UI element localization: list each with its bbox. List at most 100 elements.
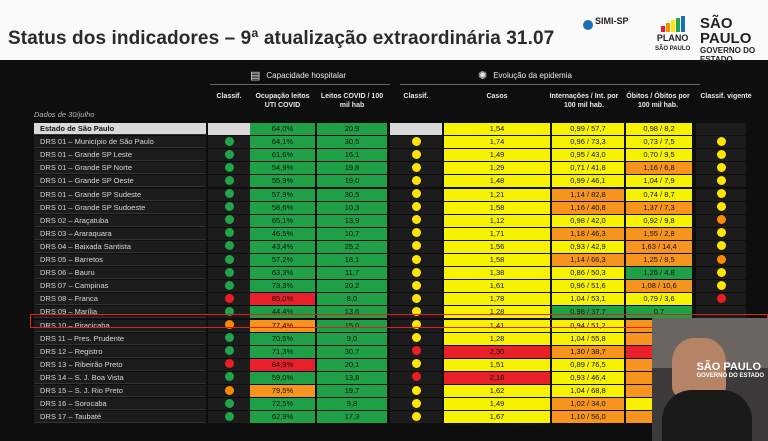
uti-occupancy-cell: 64,1%	[250, 136, 315, 149]
status-dot	[224, 175, 234, 185]
cases-cell: 2,18	[444, 371, 550, 384]
row-name: DRS 01 – Grande SP Oeste	[34, 175, 206, 188]
covid-beds-cell: 16,1	[317, 149, 387, 162]
status-dot	[411, 149, 421, 159]
header-uti: Ocupação leitos UTI COVID	[255, 93, 310, 109]
hospitalizations-cell: 0,93 / 42,9	[552, 240, 624, 253]
table-row: DRS 17 – Taubaté 62,9% 17,3 1,67 1,10 / 56,0…	[34, 411, 746, 424]
status-dot	[716, 175, 726, 185]
cases-cell: 1,78	[444, 293, 550, 306]
title-bar: Status dos indicadores – 9ª atualização …	[0, 0, 768, 64]
table-row: DRS 01 – Grande SP Oeste 55,9% 19,0 1,48 0,9…	[34, 175, 746, 188]
cases-cell: 1,58	[444, 254, 550, 266]
classif-hospital-cell	[208, 280, 250, 293]
classif-vigente-cell	[696, 175, 746, 188]
classif-hospital-cell	[208, 306, 250, 319]
deaths-cell: 1,16 / 6,8	[626, 162, 692, 175]
cases-cell: 1,54	[444, 123, 550, 135]
uti-occupancy-cell: 59,0%	[250, 371, 315, 384]
hospitalizations-cell: 0,94 / 51,2	[552, 319, 624, 332]
status-dot	[224, 202, 234, 212]
covid-beds-cell: 9,8	[317, 398, 387, 411]
table-row: DRS 03 – Araraquara 46,5% 10,7 1,71 1,18 / 4…	[34, 227, 746, 240]
row-name: DRS 02 – Araçatuba	[34, 214, 206, 227]
status-dot	[411, 398, 421, 408]
covid-beds-cell: 30,5	[317, 136, 387, 149]
status-dot	[224, 293, 234, 303]
uti-occupancy-cell: 54,9%	[250, 162, 315, 175]
uti-occupancy-cell: 63,3%	[250, 267, 315, 280]
status-dot	[411, 280, 421, 290]
classif-vigente-cell	[696, 162, 746, 175]
deaths-cell: 0,7	[626, 306, 692, 319]
status-dot	[411, 162, 421, 172]
hospitalizations-cell: 1,14 / 82,8	[552, 188, 624, 201]
covid-beds-cell: 19,7	[317, 385, 387, 397]
covid-beds-cell: 13,9	[317, 214, 387, 227]
status-dot	[224, 136, 234, 146]
table-row: DRS 05 – Barretos 57,2% 18,1 1,58 1,14 / 66,…	[34, 254, 746, 266]
covid-beds-cell: 30,5	[317, 188, 387, 201]
covid-beds-cell: 15,0	[317, 319, 387, 332]
hospitalizations-cell: 0,95 / 43,0	[552, 149, 624, 162]
status-dot	[411, 136, 421, 146]
sign-language-interpreter-video: SÃO PAULO GOVERNO DO ESTADO	[652, 318, 768, 441]
classif-epidemic-cell	[390, 254, 442, 266]
uti-occupancy-cell: 70,5%	[250, 332, 315, 345]
uti-occupancy-cell: 73,3%	[250, 280, 315, 293]
status-dot	[411, 320, 421, 330]
page-title: Status dos indicadores – 9ª atualização …	[8, 28, 555, 49]
status-dot	[224, 346, 234, 356]
classif-hospital-cell	[208, 240, 250, 253]
status-dot	[224, 228, 234, 238]
classif-hospital-cell	[208, 188, 250, 201]
classif-vigente-cell	[696, 214, 746, 227]
classif-hospital-cell	[208, 371, 250, 384]
cases-cell: 1,12	[444, 214, 550, 227]
uti-occupancy-cell: 55,9%	[250, 175, 315, 188]
header-leitos: Leitos COVID / 100 mil hab	[320, 93, 384, 109]
table-row: DRS 14 – S. J. Boa Vista 59,0% 13,8 2,18 0,9…	[34, 371, 746, 384]
row-name: DRS 16 – Sorocaba	[34, 398, 206, 411]
deaths-cell: 1,26 / 4,8	[626, 267, 692, 280]
state-total-row: Estado de São Paulo 64,0% 20,9 1,54 0,99 / 5…	[34, 123, 746, 135]
status-dot	[224, 385, 234, 395]
hospitalizations-cell: 0,71 / 41,8	[552, 162, 624, 175]
status-dot	[411, 241, 421, 251]
status-dot	[716, 280, 726, 290]
cases-cell: 1,48	[444, 175, 550, 188]
classif-epidemic-cell	[390, 280, 442, 293]
row-name: DRS 10 – Piracicaba	[34, 319, 206, 332]
covid-beds-cell: 19,0	[317, 175, 387, 188]
cases-cell: 1,71	[444, 227, 550, 240]
classif-hospital-cell	[208, 411, 250, 424]
status-dot	[224, 333, 234, 343]
status-dot	[716, 228, 726, 238]
table-row: DRS 12 – Registro 71,3% 30,7 2,30 1,30 / 38,…	[34, 345, 746, 358]
cases-cell: 1,28	[444, 332, 550, 345]
hospitalizations-cell: 0,96 / 73,3	[552, 136, 624, 149]
status-dot	[716, 293, 726, 303]
classif-hospital-cell	[208, 293, 250, 306]
deaths-cell: 0,92 / 9,8	[626, 214, 692, 227]
section-divider	[210, 84, 390, 85]
row-name: DRS 12 – Registro	[34, 345, 206, 358]
row-name: DRS 08 – Franca	[34, 293, 206, 306]
deaths-cell: 1,08 / 10,6	[626, 280, 692, 293]
classif-hospital-cell	[208, 267, 250, 280]
header-internacoes: Internações / Int. por 100 mil hab.	[549, 93, 619, 109]
data-date-label: Dados de 30/julho	[34, 110, 95, 119]
classif-hospital-cell	[208, 319, 250, 332]
cases-cell: 1,61	[444, 280, 550, 293]
uti-occupancy-cell: 61,6%	[250, 149, 315, 162]
cases-cell: 1,62	[444, 385, 550, 397]
covid-beds-cell: 11,7	[317, 267, 387, 280]
classif-epidemic-cell	[390, 332, 442, 345]
hospitalizations-cell: 1,02 / 34,0	[552, 398, 624, 411]
uti-occupancy-cell: 72,5%	[250, 398, 315, 411]
status-dot	[224, 398, 234, 408]
table-row: DRS 15 – S. J. Rio Preto 79,5% 19,7 1,62 1,0…	[34, 385, 746, 397]
classif-epidemic-cell	[390, 149, 442, 162]
classif-epidemic-cell	[390, 319, 442, 332]
classif-vigente-cell	[696, 136, 746, 149]
